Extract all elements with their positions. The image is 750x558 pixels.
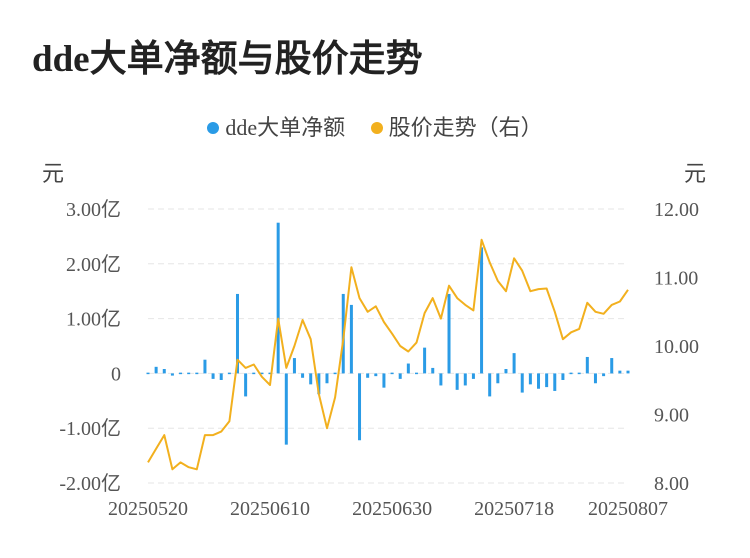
bar — [577, 372, 581, 375]
y-left-tick-label: 1.00亿 — [66, 308, 121, 331]
y-right-tick-label: 12.00 — [654, 199, 699, 221]
bar — [398, 373, 402, 379]
bar — [252, 372, 256, 375]
y-left-tick-label: 0 — [111, 363, 121, 385]
bar — [349, 304, 353, 374]
bar — [162, 369, 166, 374]
y-left-tick-label: -1.00亿 — [59, 417, 121, 440]
chart-title-text: dde大单净额与股价走势 — [32, 39, 423, 80]
bar — [593, 373, 597, 384]
bar — [219, 373, 223, 380]
bar — [610, 358, 614, 374]
chart-title: dde大单净额与股价走势 — [32, 28, 423, 82]
bar — [423, 347, 427, 374]
bar — [496, 373, 500, 384]
legend-item-price[interactable]: 股价走势（右） — [370, 110, 543, 142]
bar — [333, 372, 337, 375]
y-right-tick-label: 9.00 — [654, 405, 689, 427]
x-tick-label: 20250807 — [588, 498, 668, 520]
bar — [358, 373, 362, 441]
legend-dot-line — [370, 121, 383, 134]
bar — [545, 373, 549, 388]
bar — [504, 369, 508, 374]
bar — [276, 222, 280, 374]
right-axis-unit: 元 — [684, 161, 707, 186]
legend-item-dde[interactable]: dde大单净额 — [207, 110, 345, 142]
x-tick-label: 20250718 — [474, 498, 554, 520]
bar — [431, 367, 435, 374]
y-left-tick-label: 3.00亿 — [66, 198, 121, 221]
y-left-tick-label: 2.00亿 — [66, 253, 121, 276]
bar — [203, 359, 207, 374]
bar — [325, 373, 329, 384]
bar — [585, 356, 589, 374]
bar — [512, 353, 516, 374]
bar — [618, 370, 622, 374]
bar — [537, 373, 541, 389]
bar — [626, 370, 630, 374]
bar — [317, 373, 321, 395]
bar — [553, 373, 557, 391]
bar — [301, 373, 305, 378]
bar — [528, 373, 532, 385]
bar — [520, 373, 524, 393]
bar — [309, 373, 313, 385]
bar — [292, 358, 296, 374]
bar — [439, 373, 443, 386]
bar — [235, 293, 239, 374]
bar — [447, 293, 451, 374]
price-line — [147, 238, 629, 471]
bar — [244, 373, 248, 397]
legend-dot-bar — [207, 121, 220, 134]
y-left-tick-label: -2.00亿 — [59, 472, 121, 495]
bar — [480, 247, 484, 374]
legend-label-dde: dde大单净额 — [225, 115, 346, 140]
bar — [374, 373, 378, 377]
bar — [406, 363, 410, 374]
bar — [366, 373, 370, 378]
bar — [170, 373, 174, 376]
x-tick-label: 20250520 — [108, 498, 188, 520]
y-right-tick-label: 8.00 — [654, 473, 689, 495]
x-tick-label: 20250610 — [230, 498, 310, 520]
bar — [195, 372, 199, 375]
bar — [414, 372, 418, 375]
chart-legend: dde大单净额 股价走势（右） — [0, 110, 750, 142]
left-axis-unit: 元 — [42, 161, 65, 186]
legend-label-price: 股价走势（右） — [388, 115, 543, 140]
bar — [284, 373, 288, 445]
bar — [382, 373, 386, 388]
bar — [390, 372, 394, 375]
bar — [227, 372, 231, 375]
bar — [561, 373, 565, 380]
bar — [260, 372, 264, 375]
bar — [154, 366, 158, 374]
bar — [463, 373, 467, 386]
bar — [187, 372, 191, 375]
bar — [488, 373, 492, 397]
bar — [569, 372, 573, 375]
x-tick-label: 20250630 — [352, 498, 432, 520]
bar — [471, 373, 475, 379]
bar — [268, 372, 272, 375]
y-right-tick-label: 11.00 — [654, 268, 698, 290]
bar — [179, 372, 183, 375]
bar — [211, 373, 215, 379]
y-right-tick-label: 10.00 — [654, 336, 699, 358]
bar — [455, 373, 459, 390]
bar — [602, 373, 606, 377]
bar — [146, 372, 150, 375]
